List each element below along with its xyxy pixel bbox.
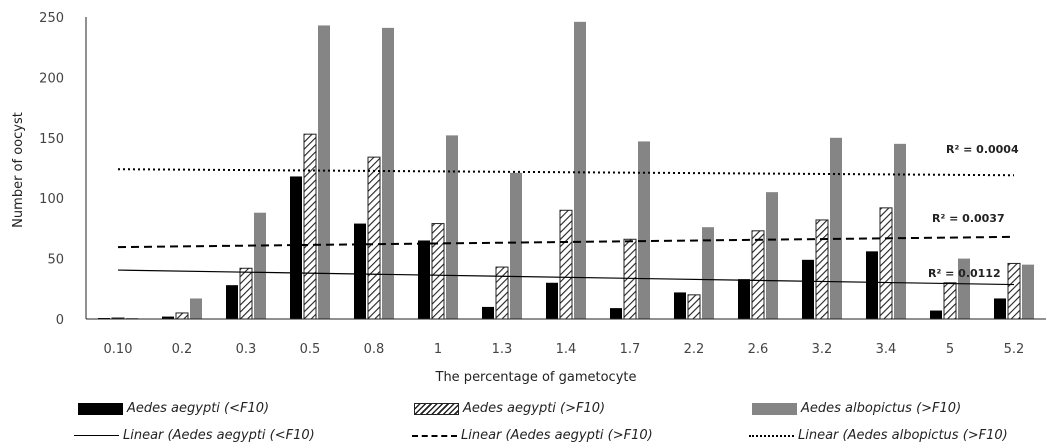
y-axis-label: Number of oocyst	[11, 112, 26, 228]
bar-hatch	[175, 312, 189, 320]
bar-gray	[1022, 264, 1034, 319]
x-tick-label: 1.4	[556, 342, 577, 357]
bar-black	[290, 176, 302, 319]
bar-gray	[766, 192, 778, 319]
bar-hatch	[495, 266, 509, 320]
bar-gray	[382, 27, 394, 319]
bar-black	[418, 240, 430, 319]
bar-gray	[254, 212, 266, 319]
bar-gray	[510, 172, 522, 319]
bar-gray	[894, 143, 906, 319]
x-tick-label: 1.3	[492, 342, 513, 357]
trendlines-group: R² = 0.0112 R² = 0.0037 R² = 0.0004	[117, 143, 1019, 286]
x-tick-label: 3.2	[812, 342, 833, 357]
y-tick-label: 100	[39, 192, 64, 207]
bar-hatch	[431, 223, 445, 320]
bar-hatch	[1007, 262, 1021, 320]
r2-label: R² = 0.0037	[932, 212, 1005, 225]
x-tick-label: 2.6	[748, 342, 769, 357]
bar-black	[866, 251, 878, 319]
bar-hatch	[303, 133, 317, 320]
bar-gray	[638, 141, 650, 319]
x-tick-label: 0.8	[364, 342, 385, 357]
x-tick-label: 0.2	[172, 342, 193, 357]
bar-gray	[830, 137, 842, 319]
bar-black	[482, 306, 494, 319]
bar-hatch	[879, 207, 893, 320]
y-tick-label: 0	[56, 313, 64, 328]
x-axis-label: The percentage of gametocyte	[435, 370, 637, 385]
bar-black	[226, 285, 238, 319]
bar-hatch	[815, 219, 829, 320]
trendline-solid	[117, 269, 1015, 286]
y-axis-title: Number of oocyst	[11, 112, 26, 228]
x-axis-ticks: 0.10 0.2 0.3 0.5 0.8 1 1.3 1.4 1.7 2.2 2.6 3.2 3.4 5 5…	[104, 342, 1025, 357]
bar-black	[994, 298, 1006, 319]
r2-label: R² = 0.0004	[946, 143, 1019, 156]
y-axis-ticks: 0 50 100 150 200 250	[39, 11, 64, 328]
bar-black	[546, 282, 558, 319]
bar-gray	[318, 25, 330, 320]
x-tick-label: 3.4	[876, 342, 897, 357]
bar-hatch	[239, 267, 253, 320]
x-tick-label: 0.10	[104, 342, 133, 357]
axes	[85, 17, 1046, 320]
bar-black	[162, 316, 174, 319]
bar-gray	[190, 298, 202, 319]
bar-gray	[702, 227, 714, 319]
bar-gray	[574, 21, 586, 319]
x-tick-label: 0.5	[300, 342, 321, 357]
y-tick-label: 200	[39, 71, 64, 86]
bar-hatch	[943, 282, 957, 320]
x-tick-label: 1	[434, 342, 442, 357]
bar-black	[674, 292, 686, 319]
trendline-dashed	[117, 235, 1015, 249]
x-tick-label: 2.2	[684, 342, 705, 357]
bar-hatch	[367, 156, 381, 320]
bar-black	[738, 279, 750, 319]
bar-black	[354, 223, 366, 319]
r2-label: R² = 0.0112	[928, 267, 1001, 280]
y-tick-label: 50	[47, 253, 64, 268]
bar-gray	[446, 135, 458, 319]
bars-group	[98, 21, 1034, 320]
bar-gray	[958, 258, 970, 319]
bar-hatch	[687, 294, 701, 320]
bar-black	[610, 308, 622, 319]
x-tick-label: 1.7	[620, 342, 641, 357]
y-tick-label: 150	[39, 132, 64, 147]
trendline-dotted	[117, 168, 1015, 177]
x-tick-label: 5.2	[1004, 342, 1025, 357]
y-tick-label: 250	[39, 11, 64, 26]
bar-black	[802, 259, 814, 319]
bar-hatch	[623, 238, 637, 320]
bar-black	[930, 310, 942, 319]
bar-hatch	[751, 230, 765, 320]
x-tick-label: 0.3	[236, 342, 257, 357]
bar-hatch	[559, 209, 573, 320]
x-tick-label: 5	[946, 342, 954, 357]
